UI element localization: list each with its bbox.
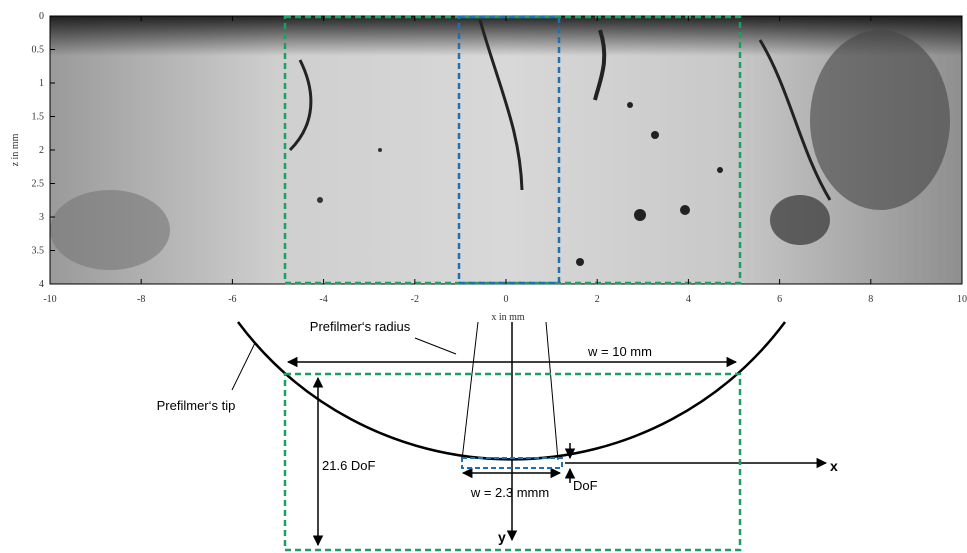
- x-tick-label: 10: [957, 294, 967, 305]
- z-tick-label: 0.5: [32, 45, 45, 56]
- x-tick-label: 0: [504, 294, 509, 305]
- x-tick-label: -4: [319, 294, 327, 305]
- x-tick-label: -2: [411, 294, 419, 305]
- z-tick-label: 3: [39, 212, 44, 223]
- schematic: [232, 322, 826, 550]
- small-width-label: w = 2.3 mmm: [470, 485, 549, 500]
- tip-label: Prefilmer‘s tip: [157, 398, 236, 413]
- x-tick-label: -6: [228, 294, 236, 305]
- z-tick-label: 1: [39, 78, 44, 89]
- z-tick-label: 3.5: [32, 246, 45, 257]
- dof-label: DoF: [573, 478, 598, 493]
- z-tick-label: 1.5: [32, 112, 45, 123]
- x-tick-label: 2: [595, 294, 600, 305]
- x-tick-label: 8: [868, 294, 873, 305]
- figure: -10 -8 -6 -4 -2 0 2 4 6 8 10 0 0.5 1 1.5 2 2.5 3 3.5 4 x in…: [0, 0, 967, 553]
- z-tick-label: 0: [39, 11, 44, 22]
- shadowgraph-image: [50, 16, 962, 284]
- x-axis-name: x: [830, 458, 838, 474]
- x-tick-label: 4: [686, 294, 691, 305]
- height-label: 21.6 DoF: [322, 458, 376, 473]
- radius-label: Prefilmer‘s radius: [310, 319, 411, 334]
- z-tick-label: 2: [39, 145, 44, 156]
- x-axis-label: x in mm: [491, 312, 525, 323]
- x-tick-label: -8: [137, 294, 145, 305]
- width-label: w = 10 mm: [587, 344, 652, 359]
- x-tick-label: 6: [777, 294, 782, 305]
- z-tick-label: 2.5: [32, 179, 45, 190]
- y-axis-name: y: [498, 529, 506, 545]
- z-axis-label: z in mm: [10, 133, 21, 166]
- x-tick-label: -10: [43, 294, 56, 305]
- z-tick-label: 4: [39, 279, 44, 290]
